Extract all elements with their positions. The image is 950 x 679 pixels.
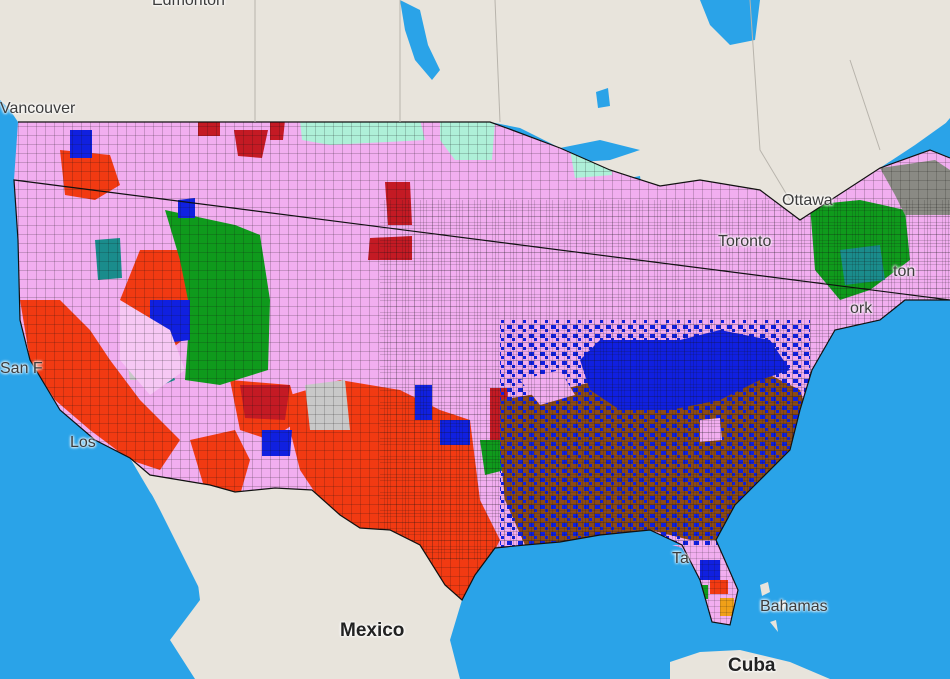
label-boston-partial: ton	[893, 263, 916, 280]
label-edmonton: Edmonton	[152, 0, 225, 9]
label-mexico: Mexico	[340, 620, 405, 641]
mexico-land	[130, 458, 462, 679]
label-los-angeles-partial: Los	[70, 434, 96, 451]
baja-peninsula	[138, 468, 255, 650]
label-toronto: Toronto	[718, 233, 772, 250]
label-san-francisco-partial: San F	[0, 360, 43, 377]
label-new-york-partial: ork	[850, 300, 873, 317]
lake-winnipeg	[400, 0, 440, 80]
label-cuba: Cuba	[728, 655, 776, 676]
us-outline	[13, 121, 950, 626]
lake-nipigon	[596, 88, 610, 108]
bahamas-land	[760, 582, 786, 632]
label-tampa-partial: Ta	[672, 550, 689, 567]
label-bahamas: Bahamas	[760, 598, 828, 615]
label-vancouver: Vancouver	[0, 100, 76, 117]
province-borders	[254, 0, 881, 201]
label-ottawa: Ottawa	[782, 192, 833, 209]
cuba-land	[670, 650, 830, 679]
hudson-bay	[700, 0, 760, 45]
